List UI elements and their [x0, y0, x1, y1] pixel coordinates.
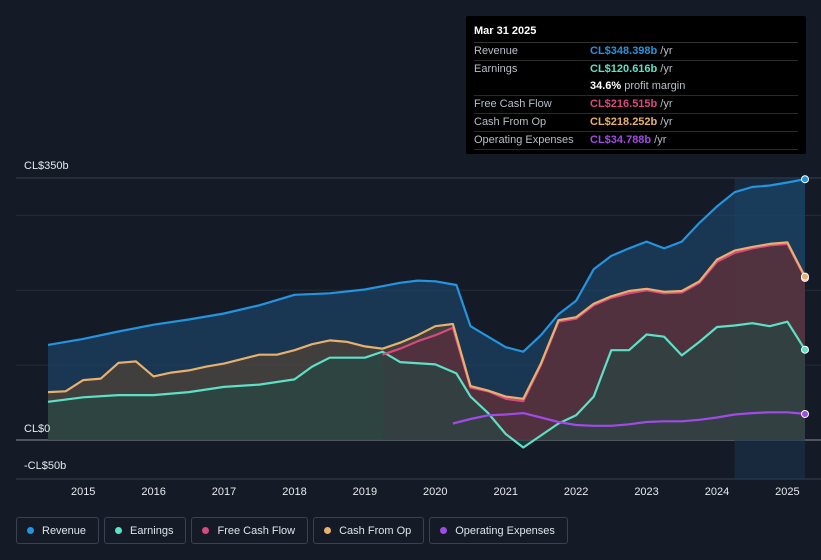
tooltip-date: Mar 31 2025 [474, 24, 798, 43]
tooltip-value: CL$216.515b [590, 98, 658, 110]
endpoint-revenue [801, 175, 809, 184]
legend-dot-icon [440, 527, 448, 534]
tooltip-row: Earnings CL$120.616b/yr [474, 61, 798, 78]
legend-dot-icon [27, 527, 34, 534]
line-cash-from-op [47, 241, 806, 400]
tooltip-value: CL$120.616b [590, 63, 658, 75]
legend: Revenue Earnings Free Cash Flow Cash From O… [16, 517, 568, 544]
tooltip-row: Operating Expenses CL$34.788b/yr [474, 132, 798, 150]
tooltip-unit: profit margin [624, 80, 686, 92]
endpoint-earnings [801, 345, 809, 354]
y-tick-label-neg50: -CL$50b [24, 460, 67, 472]
endpoint-operating-expenses [801, 409, 809, 418]
tooltip-value: CL$218.252b [590, 116, 658, 128]
x-tick-label: 2025 [775, 486, 799, 498]
tooltip-unit: /yr [660, 116, 673, 128]
tooltip-label [474, 78, 590, 95]
tooltip-row: Free Cash Flow CL$216.515b/yr [474, 96, 798, 114]
line-earnings [47, 320, 806, 449]
tooltip-unit: /yr [660, 63, 673, 75]
x-tick-label: 2016 [141, 486, 165, 498]
tooltip-label: Cash From Op [474, 116, 547, 128]
tooltip-row: Revenue CL$348.398b/yr [474, 43, 798, 61]
x-tick-label: 2017 [212, 486, 236, 498]
legend-label: Revenue [42, 524, 87, 537]
tooltip-unit: /yr [660, 45, 673, 57]
legend-dot-icon [115, 527, 123, 534]
legend-dot-icon [324, 527, 332, 534]
legend-item-cash-from-op[interactable]: Cash From Op [313, 517, 425, 544]
legend-item-free-cash-flow[interactable]: Free Cash Flow [191, 517, 309, 544]
legend-label: Cash From Op [339, 524, 412, 537]
tooltip-label: Earnings [474, 63, 518, 75]
tooltip-label: Revenue [474, 45, 519, 57]
x-tick-label: 2018 [282, 486, 306, 498]
tooltip-label: Free Cash Flow [474, 98, 552, 110]
y-tick-label-0: CL$0 [24, 423, 51, 435]
x-tick-label: 2023 [634, 486, 658, 498]
tooltip-value: CL$34.788b [590, 134, 652, 146]
tooltip-row: 34.6% profit margin [474, 78, 798, 96]
tooltip-panel: Mar 31 2025 Revenue CL$348.398b/yr Earning… [466, 16, 806, 154]
endpoint-cash-from-op [801, 272, 809, 281]
legend-item-revenue[interactable]: Revenue [16, 517, 100, 544]
y-tick-label-350: CL$350b [24, 160, 69, 172]
line-revenue [47, 178, 806, 353]
x-tick-label: 2020 [423, 486, 447, 498]
tooltip-row: Cash From Op CL$218.252b/yr [474, 114, 798, 132]
legend-label: Free Cash Flow [217, 524, 296, 537]
area-earnings [48, 321, 805, 448]
legend-dot-icon [202, 527, 210, 534]
tooltip-value: CL$348.398b [590, 45, 658, 57]
x-tick-label: 2022 [564, 486, 588, 498]
line-operating-expenses [452, 411, 806, 427]
x-tick-label: 2024 [705, 486, 729, 498]
x-tick-label: 2015 [71, 486, 95, 498]
x-tick-label: 2021 [493, 486, 517, 498]
tooltip-label: Operating Expenses [474, 134, 574, 146]
tooltip-value: 34.6% [590, 80, 622, 92]
x-tick-label: 2019 [353, 486, 377, 498]
legend-label: Operating Expenses [455, 524, 555, 537]
legend-item-operating-expenses[interactable]: Operating Expenses [429, 517, 568, 544]
tooltip-unit: /yr [654, 134, 667, 146]
legend-item-earnings[interactable]: Earnings [104, 517, 187, 544]
tooltip-unit: /yr [660, 98, 673, 110]
legend-label: Earnings [130, 524, 174, 537]
